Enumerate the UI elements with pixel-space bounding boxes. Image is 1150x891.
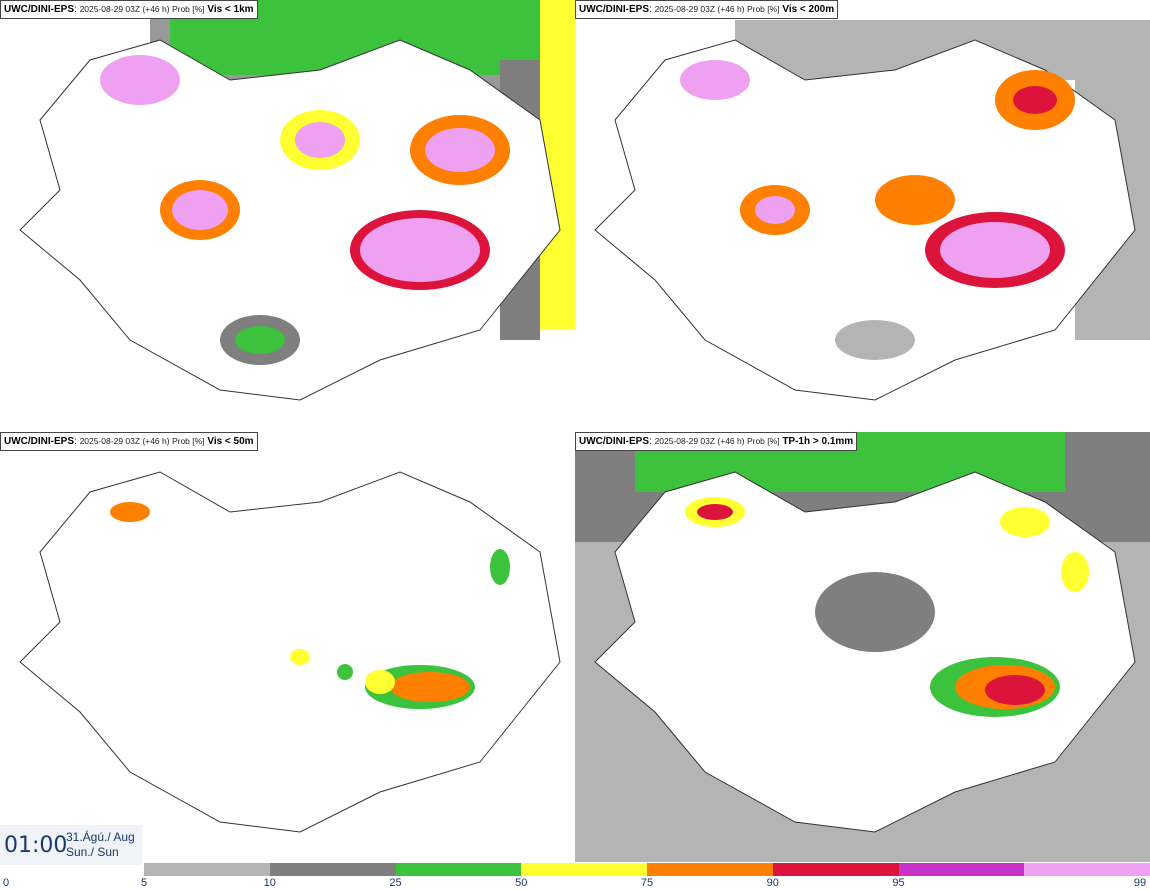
prob-field-blob: [985, 675, 1045, 705]
colorbar-tick-label: 5: [140, 877, 148, 889]
colorbar-segment: [772, 863, 899, 876]
prob-field-blob: [290, 649, 310, 665]
panel-title: UWC/DINI-EPS: 2025-08-29 03Z (+46 h) Pro…: [575, 0, 839, 19]
colorbar-tick-label: 50: [515, 877, 528, 889]
map-panel-vis-200m: UWC/DINI-EPS: 2025-08-29 03Z (+46 h) Pro…: [575, 0, 1150, 430]
iceland-coastline: [594, 471, 1136, 833]
map-panel-tp-1h: UWC/DINI-EPS: 2025-08-29 03Z (+46 h) Pro…: [575, 432, 1150, 862]
colorbar-tick-label: 75: [640, 877, 654, 889]
colorbar-tick-label: 90: [766, 877, 779, 889]
prob-field-blob: [337, 664, 353, 680]
prob-field-blob: [100, 55, 180, 105]
colorbar-segment: [521, 863, 647, 876]
colorbar-segment: [395, 863, 522, 876]
panel-title: UWC/DINI-EPS: 2025-08-29 03Z (+46 h) Pro…: [575, 432, 858, 451]
colorbar-segment: [144, 863, 270, 876]
iceland-map: [19, 0, 575, 401]
valid-date: 31.Ágú./ Aug Sun./ Sun: [66, 830, 135, 859]
colorbar-segment: [898, 863, 1025, 876]
prob-field-blob: [755, 196, 795, 224]
map-panel-vis-50m: UWC/DINI-EPS: 2025-08-29 03Z (+46 h) Pro…: [0, 432, 575, 862]
prob-field-blob: [390, 672, 470, 702]
map-panel-vis-1km: UWC/DINI-EPS: 2025-08-29 03Z (+46 h) Pro…: [0, 0, 575, 430]
iceland-map: [575, 432, 1150, 862]
valid-time: 01:00: [4, 833, 68, 858]
prob-field-blob: [425, 128, 495, 172]
prob-field-blob: [875, 175, 955, 225]
iceland-coastline: [594, 39, 1136, 401]
iceland-coastline: [19, 471, 561, 833]
prob-field-blob: [360, 218, 480, 282]
valid-time-box: 01:00 31.Ágú./ Aug Sun./ Sun: [0, 825, 142, 865]
prob-field-blob: [295, 122, 345, 158]
prob-field-blob: [235, 326, 285, 354]
iceland-map: [594, 20, 1150, 401]
prob-field-blob: [680, 60, 750, 100]
prob-field-blob: [940, 222, 1050, 278]
prob-field-blob: [1061, 552, 1089, 592]
panel-title: UWC/DINI-EPS: 2025-08-29 03Z (+46 h) Pro…: [0, 432, 258, 451]
colorbar-segment: [1024, 863, 1150, 876]
prob-field-blob: [815, 572, 935, 652]
prob-field-blob: [172, 190, 228, 230]
panel-title: UWC/DINI-EPS: 2025-08-29 03Z (+46 h) Pro…: [0, 0, 258, 19]
prob-field-blob: [1013, 86, 1057, 114]
iceland-map: [19, 471, 561, 833]
colorbar-segment: [269, 863, 396, 876]
prob-field-blob: [1000, 507, 1050, 537]
prob-field-blob: [835, 320, 915, 360]
colorbar-tick-label: 99: [1133, 877, 1147, 889]
prob-field-blob: [365, 670, 395, 694]
prob-field-blob: [490, 549, 510, 585]
colorbar-tick-label: 25: [389, 877, 402, 889]
colorbar-tick-label: 0: [2, 877, 10, 889]
prob-field-blob: [110, 502, 150, 522]
prob-field-blob: [697, 504, 733, 520]
colorbar-tick-label: 95: [892, 877, 905, 889]
probability-colorbar: [144, 863, 1150, 876]
colorbar-segment: [647, 863, 773, 876]
colorbar-tick-label: 10: [263, 877, 276, 889]
